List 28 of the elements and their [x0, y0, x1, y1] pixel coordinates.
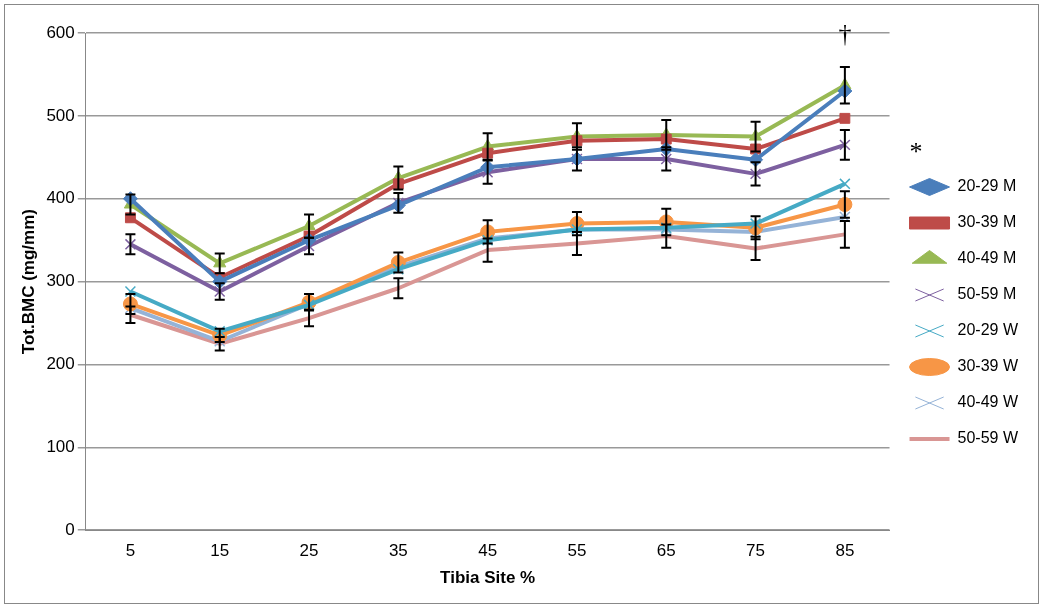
legend-label: 40-49 M	[957, 249, 1017, 267]
legend-label: 50-59 W	[957, 429, 1019, 447]
x-tick-label: 35	[388, 541, 408, 561]
x-tick-label: 15	[210, 541, 230, 561]
y-tick-label: 500	[46, 105, 75, 125]
x-tick-label: 45	[478, 541, 498, 561]
legend-label: 30-39 M	[957, 213, 1017, 231]
x-tick-label: 5	[125, 541, 136, 561]
y-tick-label: 100	[46, 437, 75, 457]
annotation: †	[838, 18, 852, 48]
y-tick-label: 400	[46, 188, 75, 208]
y-axis-title: Tot.BMC (mg/mm)	[18, 209, 38, 355]
x-tick-label: 85	[835, 541, 855, 561]
x-tick-label: 65	[656, 541, 676, 561]
y-tick-label: 600	[46, 22, 75, 42]
x-tick-label: 75	[746, 541, 766, 561]
y-tick-label: 0	[65, 519, 75, 539]
x-tick-label: 25	[299, 541, 319, 561]
text: *	[909, 136, 923, 166]
legend-label: 20-29 M	[957, 177, 1017, 195]
y-tick-label: 200	[46, 354, 75, 374]
x-tick-label: 55	[567, 541, 587, 561]
legend-label: 50-59 M	[957, 285, 1017, 303]
legend-label: 30-39 W	[957, 357, 1019, 375]
x-axis-title: Tibia Site %	[440, 568, 536, 588]
legend-label: 40-49 W	[957, 393, 1019, 411]
y-tick-label: 300	[46, 271, 75, 291]
legend-label: 20-29 W	[957, 321, 1019, 339]
